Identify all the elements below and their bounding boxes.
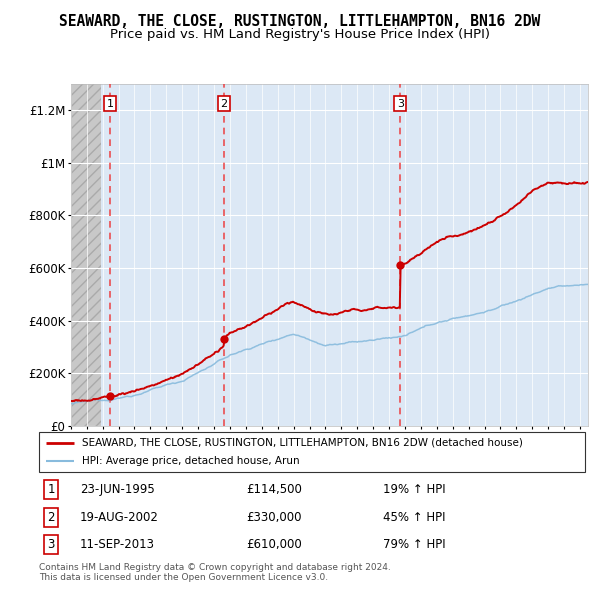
Bar xyxy=(71,84,101,426)
Text: 1: 1 xyxy=(107,99,113,109)
Text: 3: 3 xyxy=(397,99,404,109)
Text: 79% ↑ HPI: 79% ↑ HPI xyxy=(383,538,446,551)
Text: Contains HM Land Registry data © Crown copyright and database right 2024.: Contains HM Land Registry data © Crown c… xyxy=(39,563,391,572)
Text: 19-AUG-2002: 19-AUG-2002 xyxy=(80,510,159,523)
Text: £330,000: £330,000 xyxy=(247,510,302,523)
Text: 3: 3 xyxy=(47,538,55,551)
Text: 2: 2 xyxy=(47,510,55,523)
Text: £610,000: £610,000 xyxy=(247,538,302,551)
Text: This data is licensed under the Open Government Licence v3.0.: This data is licensed under the Open Gov… xyxy=(39,573,328,582)
Text: 23-JUN-1995: 23-JUN-1995 xyxy=(80,483,155,496)
Text: SEAWARD, THE CLOSE, RUSTINGTON, LITTLEHAMPTON, BN16 2DW (detached house): SEAWARD, THE CLOSE, RUSTINGTON, LITTLEHA… xyxy=(82,438,523,448)
Text: 19% ↑ HPI: 19% ↑ HPI xyxy=(383,483,446,496)
Text: 1: 1 xyxy=(47,483,55,496)
Text: 11-SEP-2013: 11-SEP-2013 xyxy=(80,538,155,551)
Text: HPI: Average price, detached house, Arun: HPI: Average price, detached house, Arun xyxy=(82,456,299,466)
Text: 2: 2 xyxy=(220,99,227,109)
Text: Price paid vs. HM Land Registry's House Price Index (HPI): Price paid vs. HM Land Registry's House … xyxy=(110,28,490,41)
Text: SEAWARD, THE CLOSE, RUSTINGTON, LITTLEHAMPTON, BN16 2DW: SEAWARD, THE CLOSE, RUSTINGTON, LITTLEHA… xyxy=(59,14,541,29)
Text: £114,500: £114,500 xyxy=(247,483,302,496)
Text: 45% ↑ HPI: 45% ↑ HPI xyxy=(383,510,445,523)
